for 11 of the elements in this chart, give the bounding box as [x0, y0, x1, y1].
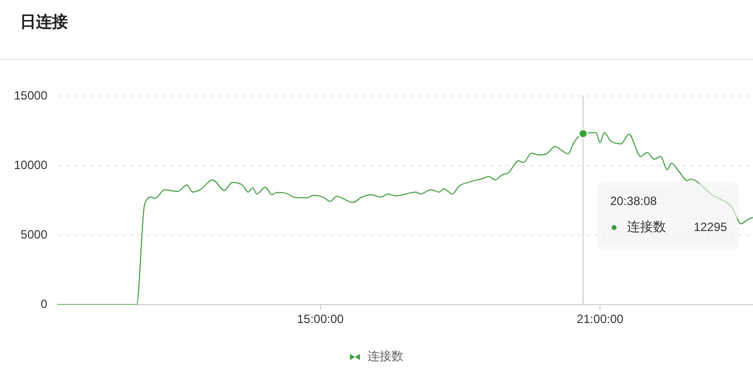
text: 连接数: [368, 349, 404, 363]
chart-title: 日连接: [0, 0, 753, 60]
annotation: 20:38:08: [610, 194, 658, 208]
annotation: 12295: [694, 220, 728, 234]
x-tick-label: 15:00:00: [296, 312, 344, 326]
y-tick-label: 5000: [20, 227, 48, 242]
y-tick-label: 15000: [14, 88, 48, 102]
y-tick-label: 0: [40, 296, 48, 311]
y-tick-label: 10000: [14, 158, 48, 172]
x-tick-label: 21:00:00: [576, 312, 624, 326]
legend-label: 连接数: [627, 219, 666, 234]
